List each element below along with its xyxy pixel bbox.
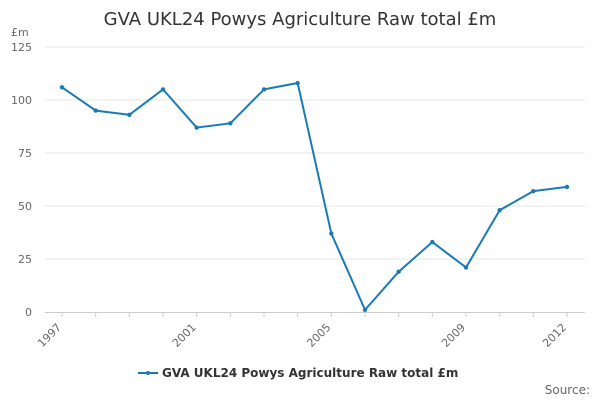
x-tick-label: 2005 (304, 321, 333, 350)
data-point[interactable] (160, 87, 166, 92)
series-line[interactable] (61, 82, 568, 311)
grid-lines (45, 46, 585, 260)
y-tick-label: 0 (25, 306, 32, 319)
x-tick-label: 2001 (170, 321, 199, 350)
legend-label: GVA UKL24 Powys Agriculture Raw total £m (162, 366, 458, 380)
data-point[interactable] (329, 231, 334, 236)
data-point[interactable] (362, 307, 368, 313)
data-point[interactable] (59, 85, 65, 90)
legend-marker-icon (146, 371, 150, 375)
x-tick-label: 1997 (35, 321, 64, 350)
legend[interactable]: GVA UKL24 Powys Agriculture Raw total £m (138, 366, 458, 380)
data-point[interactable] (531, 188, 536, 194)
data-point[interactable] (396, 269, 401, 274)
chart-title: GVA UKL24 Powys Agriculture Raw total £m (104, 9, 497, 30)
x-tick-label: 2012 (540, 321, 569, 350)
source-label: Source: (545, 383, 590, 397)
y-tick-label: 25 (18, 253, 32, 266)
data-point[interactable] (261, 87, 267, 92)
data-point[interactable] (127, 112, 132, 118)
y-tick-labels: 0 25 50 75 100 125 (11, 41, 32, 319)
x-tick-labels: 1997 2001 2005 2009 2012 (35, 312, 569, 350)
y-axis-label: £m (11, 26, 29, 39)
x-tick-label: 2009 (439, 321, 468, 350)
series-group (59, 80, 570, 313)
data-point[interactable] (564, 184, 570, 190)
y-tick-label: 125 (11, 41, 32, 54)
data-point[interactable] (463, 265, 469, 270)
y-tick-label: 75 (18, 147, 32, 160)
data-point[interactable] (430, 239, 435, 245)
data-point[interactable] (228, 121, 233, 126)
y-tick-label: 100 (11, 94, 32, 107)
data-point[interactable] (194, 125, 199, 130)
y-tick-label: 50 (18, 200, 32, 213)
data-point[interactable] (295, 80, 300, 86)
data-point[interactable] (497, 208, 502, 213)
data-point[interactable] (93, 108, 98, 113)
